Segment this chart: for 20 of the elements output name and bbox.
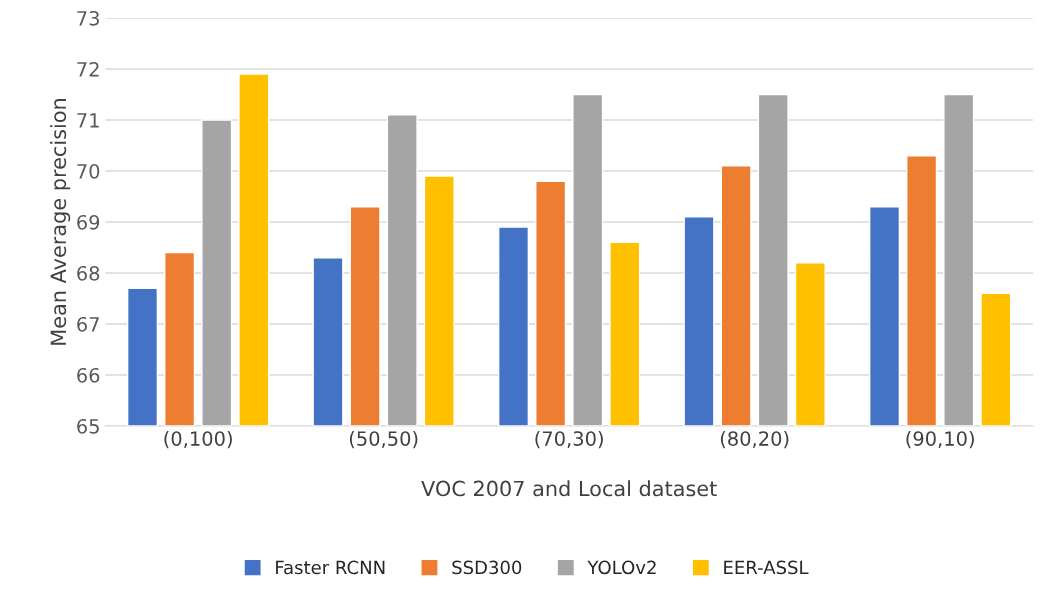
y-tick-label: 65	[77, 418, 99, 434]
x-tick-label: (90,10)	[906, 430, 974, 449]
y-tick-label: 70	[77, 163, 100, 179]
legend-label: EER-ASSL	[724, 560, 809, 575]
x-tick-label: (80,20)	[720, 430, 789, 449]
x-tick-label: (50,50)	[349, 430, 418, 449]
y-tick-label: 71	[77, 113, 99, 128]
legend-label: Faster RCNN	[276, 560, 385, 575]
legend-label: YOLOv2	[587, 560, 656, 575]
y-tick-label: 66	[77, 367, 100, 383]
y-tick-label: 72	[77, 61, 99, 77]
x-tick-label: (0,100)	[164, 430, 232, 449]
y-tick-label: 73	[77, 10, 99, 26]
y-tick-label: 68	[77, 265, 100, 281]
x-tick-label: (70,30)	[535, 430, 603, 449]
y-tick-label: 69	[77, 214, 100, 230]
x-axis-title: VOC 2007 and Local dataset	[421, 480, 717, 497]
y-axis-title: Mean Average precision	[50, 99, 71, 345]
legend-label: SSD300	[452, 560, 522, 575]
y-tick-label: 67	[77, 316, 99, 332]
